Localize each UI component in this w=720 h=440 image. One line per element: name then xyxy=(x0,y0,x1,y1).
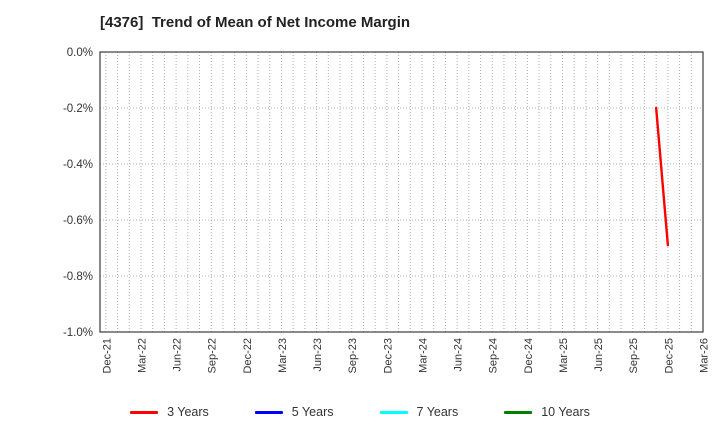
legend-label: 7 Years xyxy=(416,405,459,419)
chart-title: [4376] Trend of Mean of Net Income Margi… xyxy=(100,14,411,31)
x-tick-label: Jun-23 xyxy=(312,338,324,372)
y-tick-label: -0.4% xyxy=(63,159,93,171)
plot-border xyxy=(99,51,704,333)
x-tick-label: Dec-23 xyxy=(382,338,394,373)
x-tick-label: Sep-23 xyxy=(347,338,359,373)
y-tick-label: -0.6% xyxy=(63,215,93,227)
x-tick-label: Sep-25 xyxy=(628,338,640,373)
y-tick-label: -1.0% xyxy=(63,327,93,339)
x-tick-label: Mar-25 xyxy=(558,338,570,373)
legend-line-swatch xyxy=(254,410,283,414)
legend-label: 3 Years xyxy=(167,405,209,419)
legend-line-swatch xyxy=(379,410,408,414)
y-tick-label: 0.0% xyxy=(67,47,93,59)
x-tick-label: Sep-24 xyxy=(488,338,500,373)
x-tick-label: Jun-25 xyxy=(593,338,605,372)
legend-line-swatch xyxy=(504,410,533,414)
x-tick-label: Dec-22 xyxy=(242,338,254,373)
x-tick-label: Dec-24 xyxy=(523,338,535,373)
legend-label: 5 Years xyxy=(291,405,334,419)
x-tick-label: Mar-24 xyxy=(417,338,429,373)
series-line-3-years xyxy=(654,106,670,247)
x-tick-label: Dec-25 xyxy=(663,338,675,373)
x-tick-label: Jun-22 xyxy=(172,338,184,372)
x-tick-label: Dec-21 xyxy=(101,338,113,373)
legend-item-3-years: 3 Years xyxy=(130,405,209,419)
x-tick-label: Jun-24 xyxy=(453,338,465,372)
x-tick-label: Mar-26 xyxy=(699,338,711,373)
legend-line-swatch xyxy=(130,410,159,414)
legend-item-5-years: 5 Years xyxy=(254,405,334,419)
legend-item-10-years: 10 Years xyxy=(504,405,590,419)
legend: 3 Years 5 Years 7 Years 10 Years xyxy=(0,405,720,419)
x-tick-label: Sep-22 xyxy=(207,338,219,373)
y-tick-label: -0.2% xyxy=(63,103,93,115)
x-tick-label: Mar-22 xyxy=(136,338,148,373)
legend-item-7-years: 7 Years xyxy=(379,405,459,419)
legend-label: 10 Years xyxy=(541,405,590,419)
x-tick-label: Mar-23 xyxy=(277,338,289,373)
y-tick-label: -0.8% xyxy=(63,271,93,283)
